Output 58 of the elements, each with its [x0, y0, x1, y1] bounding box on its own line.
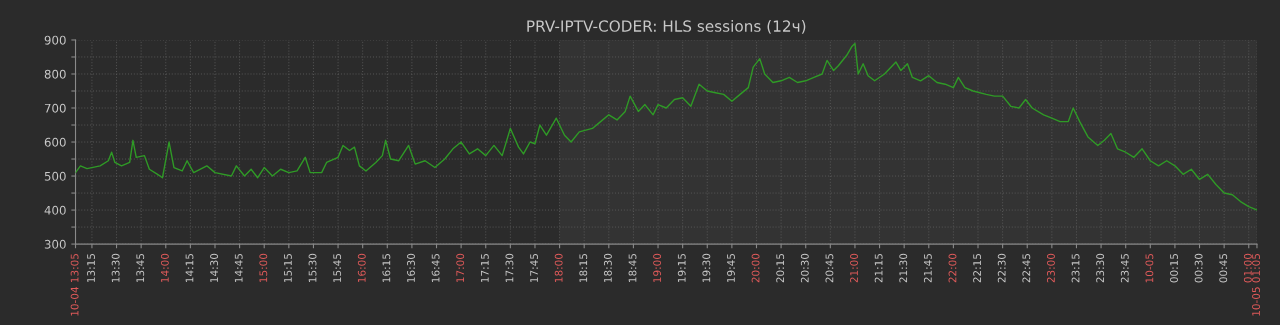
- x-tick-label: 21:15: [874, 254, 883, 283]
- y-tick-label: 500: [44, 171, 66, 181]
- x-tick-label: 23:00: [1046, 253, 1055, 283]
- y-tick-label: 700: [44, 103, 66, 113]
- x-tick-label: 23:15: [1071, 254, 1080, 283]
- x-tick-label: 10-04 13:05: [70, 254, 79, 316]
- x-tick-label: 10-05 01:05: [1252, 254, 1260, 316]
- y-tick-label: 300: [44, 239, 66, 249]
- x-tick-label: 01:00: [1243, 253, 1252, 283]
- x-tick-label: 00:30: [1194, 253, 1203, 283]
- x-tick-label: 00:45: [1219, 254, 1228, 283]
- x-tick-label: 17:30: [505, 253, 514, 282]
- x-tick-label: 14:30: [210, 253, 219, 282]
- x-tick-label: 17:15: [481, 254, 489, 282]
- x-tick-label: 14:00: [160, 253, 169, 282]
- x-tick-label: 19:15: [677, 254, 686, 282]
- x-tick-label: 23:30: [1096, 253, 1105, 283]
- x-tick-label: 14:45: [234, 254, 243, 282]
- x-tick-label: 18:00: [554, 253, 563, 282]
- x-tick-label: 13:15: [87, 254, 95, 282]
- x-tick-label: 18:30: [603, 253, 612, 282]
- x-tick-label: 22:45: [1022, 254, 1031, 283]
- x-tick-label: 19:45: [727, 254, 735, 282]
- x-tick-label: 00:15: [1170, 254, 1178, 283]
- x-tick-label: 17:00: [456, 253, 465, 282]
- x-tick-label: 20:15: [776, 254, 785, 283]
- x-tick-label: 15:45: [333, 254, 342, 282]
- x-tick-label: 20:30: [800, 253, 809, 283]
- x-tick-label: 13:30: [111, 253, 120, 282]
- x-tick-label: 18:15: [579, 254, 588, 282]
- x-tick-label: 16:30: [407, 253, 415, 282]
- x-tick-label: 16:00: [357, 253, 366, 282]
- x-tick-label: 21:45: [923, 254, 932, 283]
- chart-title: PRV-IPTV-CODER: HLS sessions (12ч): [527, 20, 806, 34]
- x-tick-label: 18:45: [628, 254, 637, 282]
- x-tick-label: 21:30: [899, 253, 908, 283]
- x-tick-label: 23:45: [1120, 254, 1129, 283]
- x-tick-label: 21:00: [850, 253, 858, 283]
- x-tick-label: 20:45: [825, 254, 834, 283]
- x-tick-label: 22:15: [973, 254, 982, 283]
- x-tick-label: 10-05: [1145, 254, 1154, 283]
- x-tick-label: 13:45: [136, 254, 145, 282]
- x-tick-label: 16:45: [431, 254, 440, 282]
- x-tick-label: 17:45: [530, 254, 538, 282]
- x-tick-label: 19:30: [702, 253, 711, 282]
- x-tick-label: 22:00: [948, 253, 957, 283]
- x-tick-label: 20:00: [751, 253, 760, 283]
- x-tick-label: 22:30: [997, 253, 1006, 283]
- x-tick-label: 16:15: [382, 254, 391, 282]
- x-tick-label: 15:00: [259, 253, 268, 282]
- y-tick-label: 600: [44, 137, 66, 147]
- x-tick-label: 14:15: [185, 254, 194, 282]
- x-tick-label: 15:15: [284, 254, 292, 282]
- x-tick-label: 15:30: [308, 253, 317, 282]
- y-tick-label: 900: [44, 35, 66, 45]
- y-tick-label: 800: [44, 69, 66, 79]
- x-tick-label: 19:00: [653, 253, 662, 282]
- y-tick-label: 400: [44, 205, 66, 215]
